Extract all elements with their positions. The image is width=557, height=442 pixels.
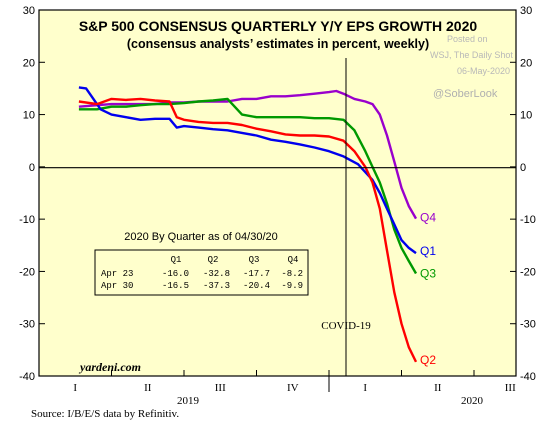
year-label-2020: 2020 bbox=[461, 395, 484, 407]
table-cell: -16.0 bbox=[162, 269, 189, 279]
y-tick-label-left: 30 bbox=[23, 5, 35, 17]
x-quarter-label: II bbox=[434, 382, 442, 394]
table-cell: -8.2 bbox=[281, 269, 303, 279]
x-quarter-label: I bbox=[73, 382, 77, 394]
x-quarter-label: III bbox=[215, 382, 226, 394]
y-tick-label-left: -10 bbox=[19, 214, 35, 226]
y-tick-label-right: 20 bbox=[520, 57, 532, 69]
table-cell: -37.3 bbox=[203, 281, 230, 291]
y-tick-label-left: 20 bbox=[23, 57, 35, 69]
y-tick-label-right: -30 bbox=[520, 319, 536, 331]
covid-label: COVID-19 bbox=[321, 320, 371, 332]
y-tick-label-left: -30 bbox=[19, 319, 35, 331]
series-label-q2: Q2 bbox=[420, 353, 436, 367]
table-header-q1: Q1 bbox=[171, 255, 182, 265]
table-row-label: Apr 30 bbox=[101, 281, 133, 291]
table-header-q3: Q3 bbox=[249, 255, 260, 265]
y-tick-label-right: 10 bbox=[520, 110, 532, 122]
y-tick-label-right: -10 bbox=[520, 214, 536, 226]
y-tick-label-right: -20 bbox=[520, 266, 536, 278]
y-tick-label-left: -20 bbox=[19, 266, 35, 278]
series-label-q4: Q4 bbox=[420, 211, 436, 225]
year-label-2019: 2019 bbox=[177, 395, 200, 407]
table-box bbox=[94, 249, 309, 296]
y-tick-label-right: 0 bbox=[520, 162, 526, 174]
quarter-table: 2020 By Quarter as of 04/30/20 Q1 Q2 Q3 … bbox=[94, 231, 309, 296]
table-cell: -32.8 bbox=[203, 269, 230, 279]
table-header-q2: Q2 bbox=[208, 255, 219, 265]
chart-subtitle: (consensus analysts’ estimates in percen… bbox=[127, 37, 429, 51]
x-quarter-label: I bbox=[363, 382, 367, 394]
y-tick-label-right: -40 bbox=[520, 371, 536, 383]
brand-label: yardeni.com bbox=[78, 360, 141, 374]
series-label-q3: Q3 bbox=[420, 267, 436, 281]
table-cell: -17.7 bbox=[243, 269, 270, 279]
chart-title: S&P 500 CONSENSUS QUARTERLY Y/Y EPS GROW… bbox=[79, 18, 478, 34]
y-tick-label-right: 30 bbox=[520, 5, 532, 17]
series-label-q1: Q1 bbox=[420, 244, 436, 258]
y-tick-label-left: -40 bbox=[19, 371, 35, 383]
table-header-q4: Q4 bbox=[288, 255, 299, 265]
table-title: 2020 By Quarter as of 04/30/20 bbox=[124, 231, 278, 243]
watermark-line-1: Posted on bbox=[447, 34, 488, 44]
plot-frame bbox=[38, 9, 517, 377]
table-cell: -9.9 bbox=[281, 281, 303, 291]
source-note: Source: I/B/E/S data by Refinitiv. bbox=[31, 408, 179, 420]
series-line-q3 bbox=[78, 97, 418, 275]
table-row-label: Apr 23 bbox=[101, 269, 133, 279]
watermark-line-3: 06-May-2020 bbox=[457, 66, 510, 76]
x-quarter-label: III bbox=[505, 382, 516, 394]
series-line-q1 bbox=[78, 86, 417, 255]
plot-background bbox=[39, 10, 516, 376]
table-cell: -16.5 bbox=[162, 281, 189, 291]
chart-marks bbox=[78, 86, 418, 363]
watermark-line-2: WSJ, The Daily Shot bbox=[430, 50, 513, 60]
y-tick-label-left: 10 bbox=[23, 110, 35, 122]
x-quarter-label: IV bbox=[287, 382, 299, 394]
y-tick-label-left: 0 bbox=[29, 162, 35, 174]
x-quarter-label: II bbox=[144, 382, 152, 394]
handle-label: @SoberLook bbox=[433, 88, 498, 100]
series-line-q2 bbox=[78, 97, 418, 363]
table-cell: -20.4 bbox=[243, 281, 270, 291]
